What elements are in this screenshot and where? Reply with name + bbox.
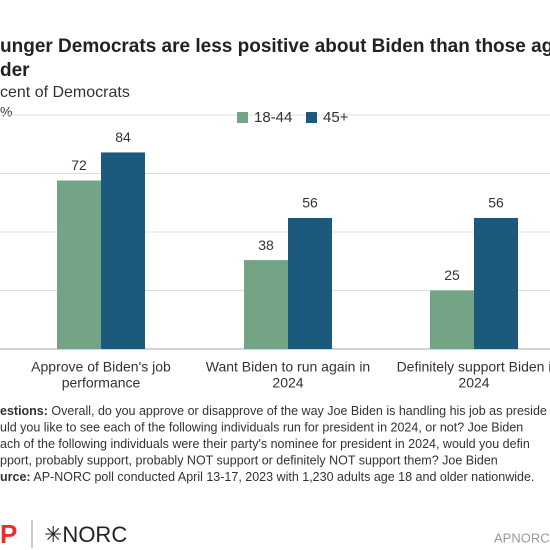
data-label: 72 bbox=[71, 157, 87, 173]
bar bbox=[474, 217, 518, 349]
note-text: ach of the following individuals were th… bbox=[0, 437, 530, 451]
legend-swatch bbox=[237, 112, 248, 123]
bar bbox=[57, 180, 101, 349]
note-bold: estions: bbox=[0, 404, 48, 418]
data-label: 38 bbox=[258, 237, 274, 253]
y-tick-label: % bbox=[0, 104, 12, 120]
note: ach of the following individuals were th… bbox=[0, 437, 530, 451]
legend-label: 45+ bbox=[323, 109, 349, 126]
note: pport, probably support, probably NOT su… bbox=[0, 454, 498, 468]
note-text: uld you like to see each of the followin… bbox=[0, 421, 523, 435]
note-text: pport, probably support, probably NOT su… bbox=[0, 454, 498, 468]
data-label: 56 bbox=[302, 195, 318, 211]
x-tick-label: Definitely support Biden i bbox=[397, 359, 550, 375]
x-tick-label: performance bbox=[62, 375, 141, 391]
bar bbox=[101, 152, 145, 349]
note-text: AP-NORC poll conducted April 13-17, 2023… bbox=[31, 470, 535, 484]
bar bbox=[430, 290, 474, 349]
note: uld you like to see each of the followin… bbox=[0, 421, 523, 435]
data-label: 25 bbox=[444, 267, 460, 283]
chart-subtitle: cent of Democrats bbox=[0, 84, 130, 101]
note-bold: urce: bbox=[0, 470, 31, 484]
logo-ap: P bbox=[0, 519, 17, 549]
note: urce: AP-NORC poll conducted April 13-17… bbox=[0, 470, 534, 484]
x-tick-label: Approve of Biden's job bbox=[31, 359, 171, 375]
site-label: APNORC. bbox=[494, 530, 550, 545]
bar bbox=[244, 260, 288, 349]
bar bbox=[288, 217, 332, 349]
note: estions: Overall, do you approve or disa… bbox=[0, 404, 547, 418]
legend-label: 18-44 bbox=[254, 109, 292, 126]
legend-swatch bbox=[306, 112, 317, 123]
x-tick-label: 2024 bbox=[272, 375, 303, 391]
data-label: 56 bbox=[488, 195, 504, 211]
note-text: Overall, do you approve or disapprove of… bbox=[48, 404, 547, 418]
data-label: 84 bbox=[115, 129, 131, 145]
x-tick-label: Want Biden to run again in bbox=[206, 359, 370, 375]
chart-title: unger Democrats are less positive about … bbox=[0, 36, 550, 57]
x-tick-label: 2024 bbox=[458, 375, 489, 391]
logo-norc: ✳NORC bbox=[44, 522, 127, 547]
chart-title: der bbox=[0, 60, 30, 81]
